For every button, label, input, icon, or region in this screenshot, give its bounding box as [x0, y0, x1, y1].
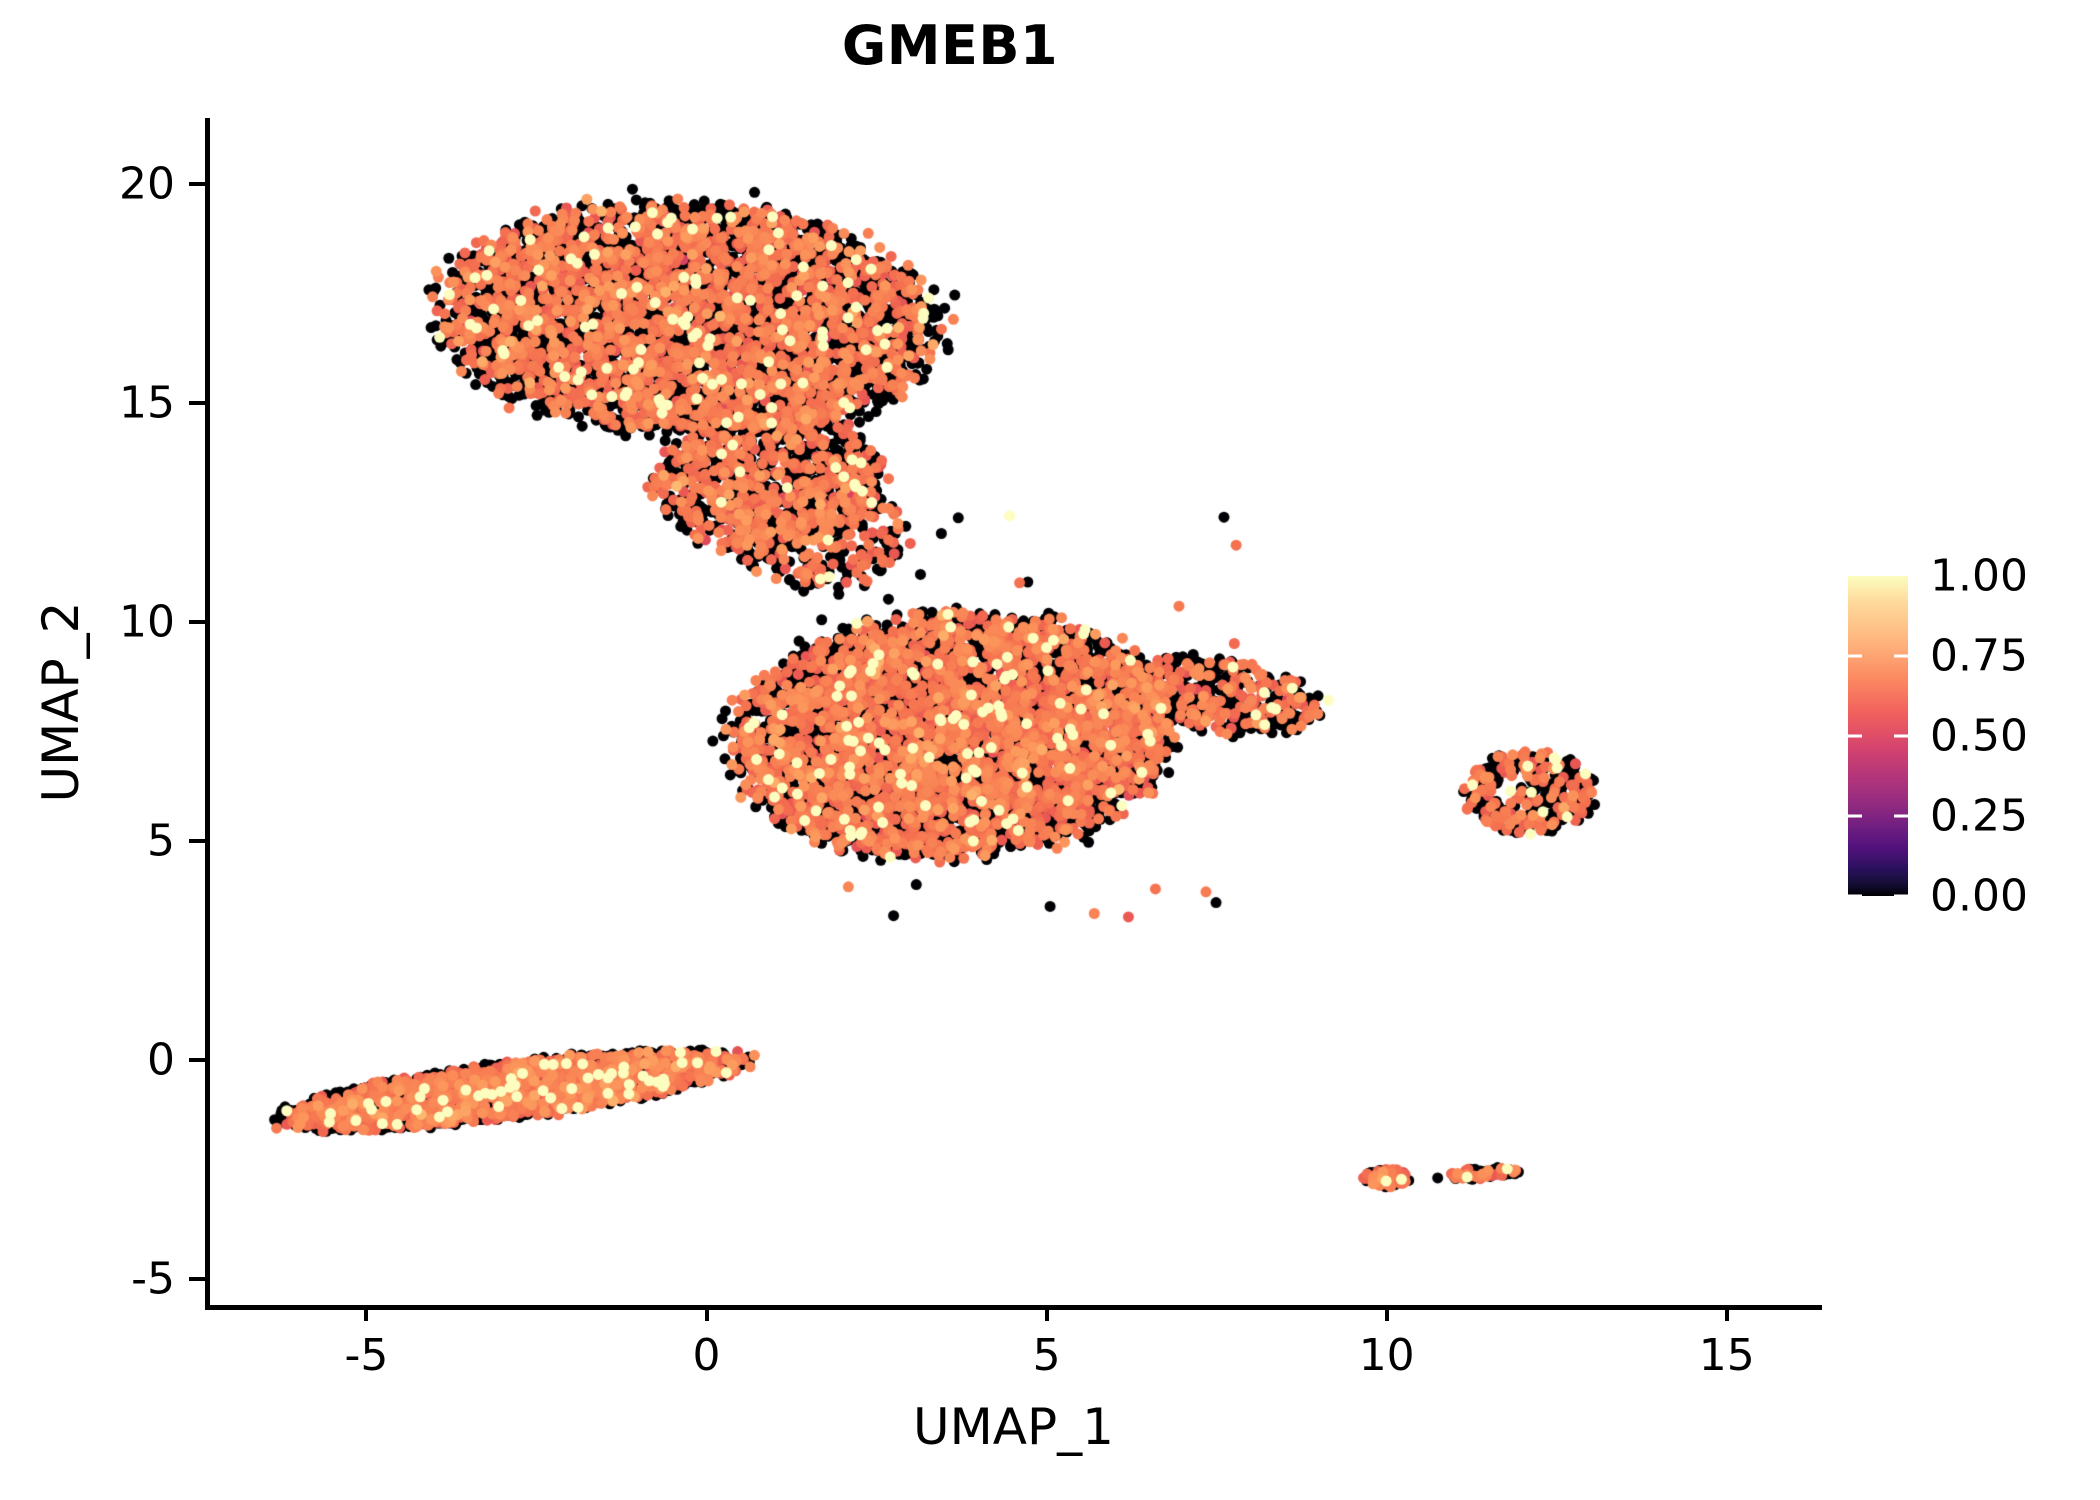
- colorbar-tick-mark: [1848, 734, 1862, 738]
- page-title: GMEB1: [841, 14, 1059, 77]
- colorbar-tick-label: 0.00: [1930, 870, 2028, 922]
- x-tick-mark: [1044, 1305, 1049, 1321]
- colorbar-tick-mark: [1848, 654, 1862, 658]
- y-tick-mark: [189, 838, 205, 843]
- x-tick-label: 0: [692, 1330, 721, 1381]
- x-tick-label: 5: [1032, 1330, 1061, 1381]
- y-tick-label: 20: [119, 158, 175, 210]
- x-tick-mark: [364, 1305, 369, 1321]
- colorbar-tick-mark: [1894, 814, 1908, 818]
- colorbar-tick-label: 0.50: [1930, 710, 2028, 762]
- x-tick-label: 10: [1358, 1330, 1415, 1381]
- colorbar-tick-mark: [1894, 734, 1908, 738]
- plot-axes: 20 15 10 5 0 -5 -5 0 5 10 15: [119, 118, 1822, 1381]
- colorbar-tick-mark: [1848, 894, 1862, 898]
- y-tick-label: 0: [147, 1034, 175, 1086]
- colorbar-tick-mark: [1894, 654, 1908, 658]
- y-tick-label: 10: [119, 596, 175, 648]
- y-tick-label: -5: [131, 1253, 175, 1305]
- x-tick-label: -5: [344, 1330, 389, 1381]
- x-axis-spine: [205, 1305, 1822, 1310]
- y-tick-mark: [189, 619, 205, 624]
- x-tick-label: 15: [1698, 1330, 1755, 1381]
- scatter-canvas: [210, 118, 1822, 1305]
- y-axis-spine: [205, 118, 210, 1310]
- colorbar-tick-label: 0.25: [1930, 790, 2028, 842]
- x-tick-mark: [704, 1305, 709, 1321]
- y-tick-mark: [189, 1276, 205, 1281]
- colorbar: 1.00 0.75 0.50 0.25 0.00: [1848, 551, 2098, 922]
- y-tick-label: 5: [147, 815, 175, 867]
- x-tick-mark: [1384, 1305, 1389, 1321]
- y-tick-mark: [189, 400, 205, 405]
- y-tick-mark: [189, 181, 205, 186]
- colorbar-tick-mark: [1894, 894, 1908, 898]
- colorbar-tick-label: 0.75: [1930, 630, 2028, 682]
- colorbar-tick-label: 1.00: [1930, 550, 2028, 602]
- y-tick-mark: [189, 1057, 205, 1062]
- x-tick-mark: [1724, 1305, 1729, 1321]
- y-tick-label: 15: [119, 377, 175, 429]
- x-axis-label: UMAP_1: [913, 1398, 1114, 1456]
- y-axis-label: UMAP_2: [32, 601, 90, 803]
- colorbar-tick-mark: [1848, 814, 1862, 818]
